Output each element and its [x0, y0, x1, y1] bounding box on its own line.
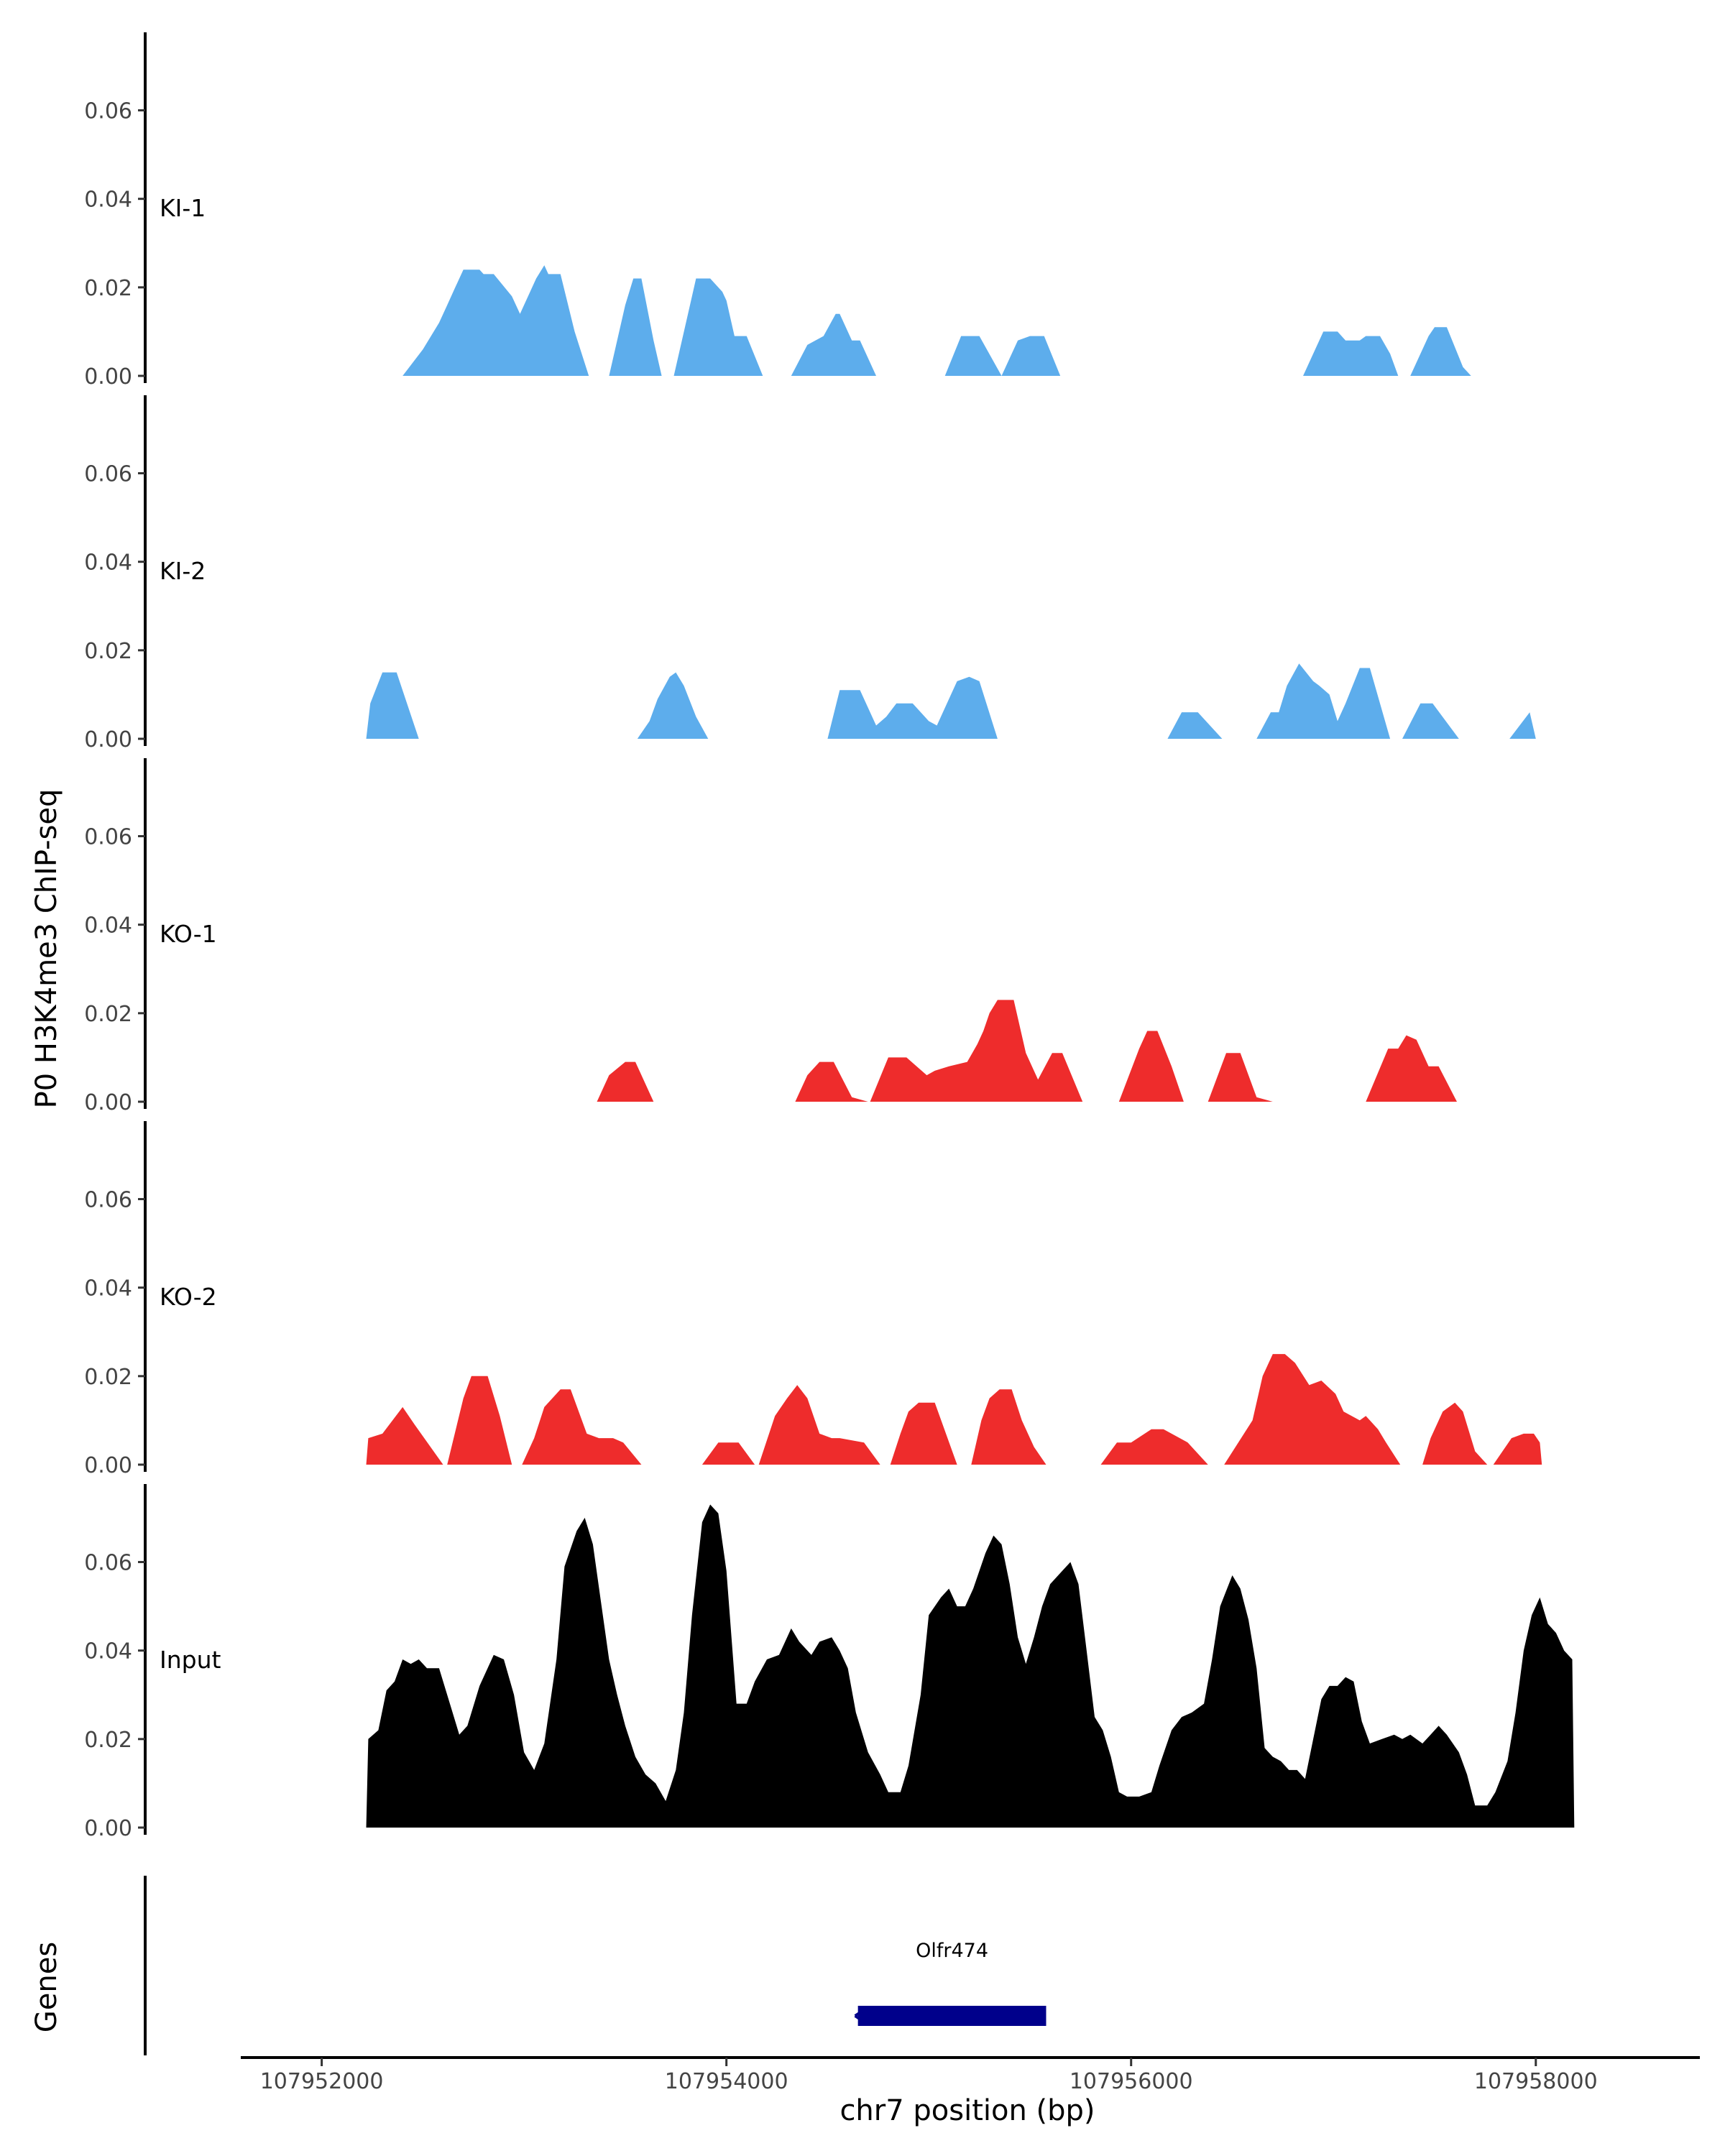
coverage-area: [366, 1354, 1542, 1465]
y-tick-label: 0.04: [84, 913, 132, 939]
x-tick-label: 107954000: [665, 2069, 788, 2094]
y-tick-label: 0.00: [84, 1090, 132, 1115]
y-tick-label: 0.06: [84, 1188, 132, 1213]
genes-track-title: Genes: [30, 1942, 63, 2032]
y-tick-label: 0.06: [84, 825, 132, 850]
track-label: Input: [160, 1646, 221, 1674]
y-tick-label: 0.00: [84, 1816, 132, 1841]
tracks-layer: 0.00 0.02 0.04 0.06 KI-1 0.00 0.02 0.04 0.06 KI-2…: [84, 32, 1575, 1841]
x-axis: 107952000 107954000 107956000 107958000: [241, 2056, 1700, 2094]
coverage-area: [366, 663, 1536, 739]
track-ko-2: 0.00 0.02 0.04 0.06 KO-2: [84, 1121, 1542, 1478]
y-tick-label: 0.00: [84, 364, 132, 390]
coverage-area: [597, 1000, 1457, 1102]
track-label: KO-1: [160, 920, 217, 948]
y-tick-label: 0.06: [84, 99, 132, 124]
x-tick-label: 107956000: [1070, 2069, 1193, 2094]
y-tick-label: 0.00: [84, 1453, 132, 1478]
x-tick-label: 107958000: [1474, 2069, 1598, 2094]
coverage-area: [366, 1504, 1575, 1828]
x-axis-title: chr7 position (bp): [840, 2094, 1095, 2127]
track-label: KI-2: [160, 557, 206, 585]
y-tick-label: 0.02: [84, 639, 132, 664]
track-ki-2: 0.00 0.02 0.04 0.06 KI-2: [84, 395, 1536, 752]
y-tick-label: 0.02: [84, 1365, 132, 1390]
track-label: KO-2: [160, 1283, 217, 1311]
track-label: KI-1: [160, 194, 206, 222]
y-tick-label: 0.04: [84, 188, 132, 213]
y-tick-label: 0.02: [84, 276, 132, 301]
track-ko-1: 0.00 0.02 0.04 0.06 KO-1: [84, 758, 1457, 1115]
gene-body: [857, 2006, 1046, 2026]
y-tick-label: 0.06: [84, 1551, 132, 1576]
track-input: 0.00 0.02 0.04 0.06 Input: [84, 1484, 1575, 1841]
track-ki-1: 0.00 0.02 0.04 0.06 KI-1: [84, 32, 1471, 390]
y-tick-label: 0.04: [84, 1639, 132, 1664]
coverage-area: [402, 265, 1471, 376]
y-tick-label: 0.02: [84, 1002, 132, 1027]
y-tick-label: 0.02: [84, 1728, 132, 1753]
y-tick-label: 0.00: [84, 727, 132, 752]
y-tick-label: 0.06: [84, 462, 132, 487]
y-tick-label: 0.04: [84, 1276, 132, 1302]
gene-olfr474: Olfr474: [854, 1940, 1046, 2026]
y-axis-title: P0 H3K4me3 ChIP-seq: [30, 789, 63, 1109]
y-tick-label: 0.04: [84, 550, 132, 576]
x-tick-label: 107952000: [260, 2069, 384, 2094]
strand-arrow-icon: [854, 2009, 865, 2023]
gene-label: Olfr474: [916, 1940, 988, 1962]
genes-layer: Olfr474: [144, 1876, 1046, 2055]
